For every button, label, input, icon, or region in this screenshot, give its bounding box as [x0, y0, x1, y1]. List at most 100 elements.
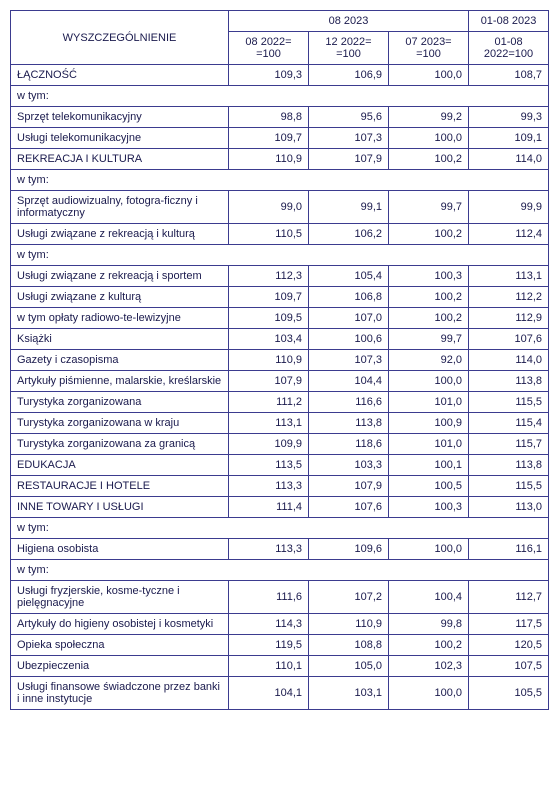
row-label: EDUKACJA — [11, 455, 229, 476]
row-label: Usługi fryzjerskie, kosme-tyczne i pielę… — [11, 581, 229, 614]
row-value: 118,6 — [309, 434, 389, 455]
row-label: ŁĄCZNOŚĆ — [11, 65, 229, 86]
row-value: 100,4 — [389, 581, 469, 614]
row-value: 98,8 — [229, 107, 309, 128]
row-value: 113,8 — [309, 413, 389, 434]
row-label: INNE TOWARY I USŁUGI — [11, 497, 229, 518]
row-value: 113,1 — [469, 266, 549, 287]
row-value: 100,6 — [309, 329, 389, 350]
row-value: 100,2 — [389, 308, 469, 329]
table-row: w tym: — [11, 170, 549, 191]
row-value: 100,9 — [389, 413, 469, 434]
row-value: 115,5 — [469, 476, 549, 497]
table-row: Ubezpieczenia110,1105,0102,3107,5 — [11, 656, 549, 677]
row-value: 112,3 — [229, 266, 309, 287]
row-value: 107,5 — [469, 656, 549, 677]
row-value: 107,0 — [309, 308, 389, 329]
row-label: w tym: — [11, 518, 229, 539]
row-value: 113,0 — [469, 497, 549, 518]
row-value: 108,8 — [309, 635, 389, 656]
row-value: 104,4 — [309, 371, 389, 392]
row-label: Usługi związane z rekreacją i sportem — [11, 266, 229, 287]
row-value-empty — [469, 518, 549, 539]
table-row: w tym opłaty radiowo-te-lewizyjne109,510… — [11, 308, 549, 329]
row-value-empty — [469, 560, 549, 581]
row-label: RESTAURACJE I HOTELE — [11, 476, 229, 497]
row-value: 115,5 — [469, 392, 549, 413]
row-label: w tym: — [11, 560, 229, 581]
row-value-empty — [389, 245, 469, 266]
table-row: Turystyka zorganizowana w kraju113,1113,… — [11, 413, 549, 434]
table-row: Opieka społeczna119,5108,8100,2120,5 — [11, 635, 549, 656]
row-value: 107,6 — [309, 497, 389, 518]
row-value: 106,9 — [309, 65, 389, 86]
row-label: Turystyka zorganizowana w kraju — [11, 413, 229, 434]
row-value: 111,2 — [229, 392, 309, 413]
row-value: 99,8 — [389, 614, 469, 635]
table-row: w tym: — [11, 86, 549, 107]
row-value-empty — [229, 170, 309, 191]
row-label: Sprzęt audiowizualny, fotogra-ficzny i i… — [11, 191, 229, 224]
row-value: 106,8 — [309, 287, 389, 308]
row-value: 103,1 — [309, 677, 389, 710]
row-value: 109,6 — [309, 539, 389, 560]
table-row: Higiena osobista113,3109,6100,0116,1 — [11, 539, 549, 560]
row-value: 101,0 — [389, 392, 469, 413]
row-value: 99,7 — [389, 191, 469, 224]
row-value: 100,1 — [389, 455, 469, 476]
row-value: 102,3 — [389, 656, 469, 677]
row-value-empty — [469, 245, 549, 266]
row-value: 108,7 — [469, 65, 549, 86]
row-value: 107,3 — [309, 128, 389, 149]
row-label: w tym: — [11, 245, 229, 266]
row-value-empty — [469, 86, 549, 107]
row-value: 100,3 — [389, 266, 469, 287]
row-value: 111,6 — [229, 581, 309, 614]
table-row: Usługi związane z rekreacją i sportem112… — [11, 266, 549, 287]
row-value: 100,2 — [389, 224, 469, 245]
row-value: 113,8 — [469, 455, 549, 476]
header-sub-2: 12 2022= =100 — [309, 32, 389, 65]
row-value: 95,6 — [309, 107, 389, 128]
row-label: REKREACJA I KULTURA — [11, 149, 229, 170]
table-row: Gazety i czasopisma110,9107,392,0114,0 — [11, 350, 549, 371]
table-row: INNE TOWARY I USŁUGI111,4107,6100,3113,0 — [11, 497, 549, 518]
header-group-1: 08 2023 — [229, 11, 469, 32]
row-value: 112,9 — [469, 308, 549, 329]
header-title: WYSZCZEGÓLNIENIE — [11, 11, 229, 65]
row-value: 115,4 — [469, 413, 549, 434]
row-label: Artykuły piśmienne, malarskie, kreślarsk… — [11, 371, 229, 392]
row-value: 111,4 — [229, 497, 309, 518]
price-index-table: WYSZCZEGÓLNIENIE 08 2023 01-08 2023 08 2… — [10, 10, 549, 710]
row-value: 110,9 — [229, 149, 309, 170]
row-value: 109,1 — [469, 128, 549, 149]
row-value: 100,0 — [389, 539, 469, 560]
table-row: Artykuły do higieny osobistej i kosmetyk… — [11, 614, 549, 635]
row-value: 107,2 — [309, 581, 389, 614]
table-row: RESTAURACJE I HOTELE113,3107,9100,5115,5 — [11, 476, 549, 497]
row-value: 113,3 — [229, 476, 309, 497]
row-value: 101,0 — [389, 434, 469, 455]
row-value: 99,2 — [389, 107, 469, 128]
row-label: Książki — [11, 329, 229, 350]
row-value: 112,4 — [469, 224, 549, 245]
row-value: 104,1 — [229, 677, 309, 710]
row-value: 115,7 — [469, 434, 549, 455]
row-label: Gazety i czasopisma — [11, 350, 229, 371]
row-value: 114,0 — [469, 350, 549, 371]
table-row: w tym: — [11, 518, 549, 539]
row-label: Artykuły do higieny osobistej i kosmetyk… — [11, 614, 229, 635]
row-value-empty — [309, 560, 389, 581]
row-value: 107,6 — [469, 329, 549, 350]
row-value: 107,9 — [309, 476, 389, 497]
row-value: 100,5 — [389, 476, 469, 497]
header-sub-1: 08 2022= =100 — [229, 32, 309, 65]
row-value: 109,7 — [229, 128, 309, 149]
row-value: 119,5 — [229, 635, 309, 656]
row-label: Higiena osobista — [11, 539, 229, 560]
row-value: 110,5 — [229, 224, 309, 245]
table-row: REKREACJA I KULTURA110,9107,9100,2114,0 — [11, 149, 549, 170]
row-label: Opieka społeczna — [11, 635, 229, 656]
row-value: 92,0 — [389, 350, 469, 371]
row-value: 99,0 — [229, 191, 309, 224]
